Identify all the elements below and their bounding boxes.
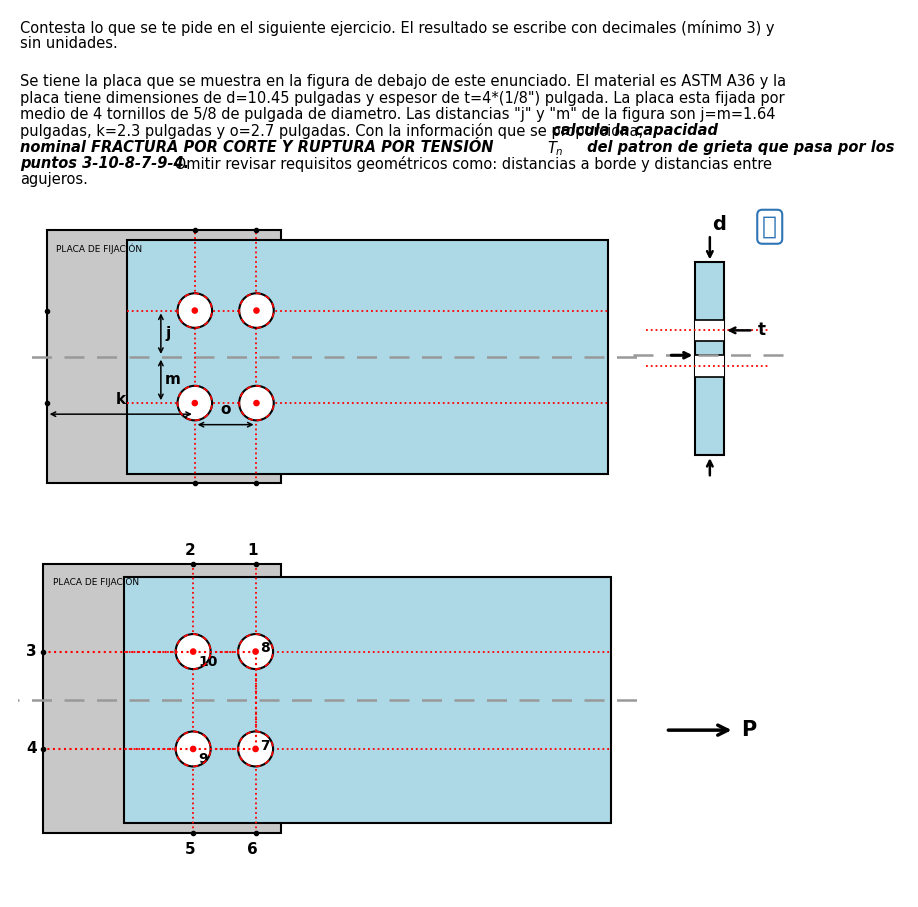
- Text: placa tiene dimensiones de d=10.45 pulgadas y espesor de t=4*(1/8") pulgada. La : placa tiene dimensiones de d=10.45 pulga…: [20, 91, 785, 106]
- Text: d: d: [712, 215, 726, 234]
- Circle shape: [191, 649, 196, 654]
- Text: PLACA DE FIJACIÓN: PLACA DE FIJACIÓN: [56, 244, 142, 255]
- Circle shape: [254, 308, 259, 313]
- Circle shape: [254, 401, 259, 405]
- Text: 4: 4: [27, 741, 37, 756]
- Text: Omitir revisar requisitos geométricos como: distancias a borde y distancias entr: Omitir revisar requisitos geométricos co…: [170, 156, 772, 172]
- Text: 9: 9: [198, 752, 207, 766]
- Text: del patron de grieta que pasa por los: del patron de grieta que pasa por los: [582, 140, 894, 155]
- Text: j: j: [165, 327, 171, 341]
- Circle shape: [175, 731, 210, 766]
- Circle shape: [175, 634, 210, 669]
- Bar: [43, 564, 281, 833]
- Text: Ⓞ: Ⓞ: [762, 215, 778, 239]
- Text: sin unidades.: sin unidades.: [20, 36, 118, 52]
- Circle shape: [253, 746, 258, 752]
- Circle shape: [240, 293, 274, 327]
- Circle shape: [191, 746, 196, 752]
- Text: pulgadas, k=2.3 pulgadas y o=2.7 pulgadas. Con la información que se proporciona: pulgadas, k=2.3 pulgadas y o=2.7 pulgada…: [20, 123, 644, 140]
- Text: 5: 5: [185, 842, 196, 857]
- Bar: [47, 230, 281, 483]
- Circle shape: [192, 401, 197, 405]
- Text: 8: 8: [261, 641, 270, 656]
- Circle shape: [238, 731, 273, 766]
- Circle shape: [240, 385, 274, 420]
- Circle shape: [238, 634, 273, 669]
- Circle shape: [192, 308, 197, 313]
- Circle shape: [177, 293, 212, 327]
- Bar: [696, 356, 724, 376]
- Text: 6: 6: [247, 842, 258, 857]
- Text: 2: 2: [185, 543, 196, 558]
- Text: medio de 4 tornillos de 5/8 de pulgada de diametro. Las distancias "j" y "m" de : medio de 4 tornillos de 5/8 de pulgada d…: [20, 107, 776, 122]
- Text: P: P: [742, 720, 756, 740]
- Circle shape: [177, 385, 212, 420]
- Text: m: m: [165, 373, 181, 387]
- Text: calcula la capacidad: calcula la capacidad: [547, 123, 718, 139]
- Text: Contesta lo que se te pide en el siguiente ejercicio. El resultado se escribe co: Contesta lo que se te pide en el siguien…: [20, 20, 775, 36]
- Text: 1: 1: [247, 543, 258, 558]
- Text: o: o: [220, 403, 230, 417]
- Bar: [127, 239, 608, 474]
- Text: 3: 3: [27, 644, 37, 659]
- Text: nominal FRACTURA POR CORTE Y RUPTURA POR TENSIÓN: nominal FRACTURA POR CORTE Y RUPTURA POR…: [20, 140, 494, 155]
- Circle shape: [253, 649, 258, 654]
- Bar: [125, 577, 611, 824]
- Text: Se tiene la placa que se muestra en la figura de debajo de este enunciado. El ma: Se tiene la placa que se muestra en la f…: [20, 74, 787, 90]
- Text: 10: 10: [198, 655, 218, 668]
- Text: t: t: [757, 321, 766, 339]
- Bar: [696, 319, 724, 341]
- Text: puntos 3-10-8-7-9-4.: puntos 3-10-8-7-9-4.: [20, 156, 189, 171]
- Text: k: k: [116, 392, 126, 406]
- Text: agujeros.: agujeros.: [20, 172, 88, 188]
- Text: 7: 7: [261, 739, 270, 753]
- Bar: [696, 262, 724, 455]
- Text: $T_n$: $T_n$: [547, 140, 564, 159]
- Text: PLACA DE FIJACIÓN: PLACA DE FIJACIÓN: [52, 577, 139, 587]
